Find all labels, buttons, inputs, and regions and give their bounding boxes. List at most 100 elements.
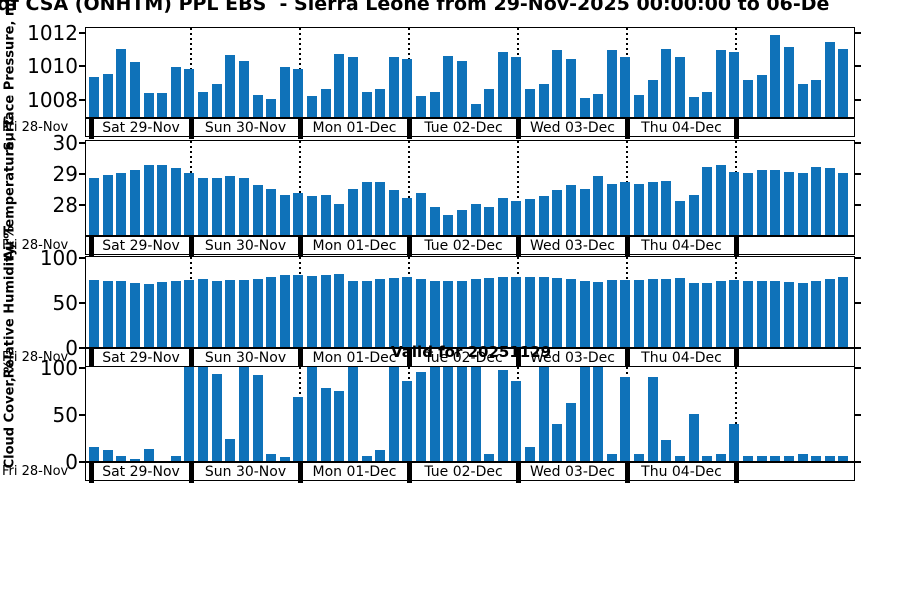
y-tick-mark-right <box>855 461 861 463</box>
day-label: Thu 04-Dec <box>641 463 722 480</box>
bar <box>170 456 181 461</box>
bar <box>783 47 794 117</box>
bar <box>525 89 536 117</box>
bar <box>743 456 754 461</box>
bar <box>443 215 454 235</box>
bar <box>538 277 549 347</box>
y-tick-mark-right <box>855 347 861 349</box>
bar <box>129 170 140 235</box>
bar <box>729 172 740 235</box>
day-axis-row: Sat 29-Nov Sun 30-Nov Mon 01-Dec Tue 02-Dec… <box>85 118 855 139</box>
y-tick-label: 100 <box>39 356 78 381</box>
bar <box>470 204 481 235</box>
bar <box>552 190 563 235</box>
bar <box>511 201 522 235</box>
bar <box>225 55 236 117</box>
day-boundary-tick <box>407 462 412 483</box>
day-boundary-tick <box>298 118 303 139</box>
bar <box>89 280 100 347</box>
bar <box>416 96 427 117</box>
day-boundary-tick <box>625 348 630 369</box>
bar <box>252 95 263 117</box>
bar <box>743 80 754 117</box>
bar <box>238 178 249 235</box>
bar <box>470 104 481 117</box>
bar <box>429 92 440 117</box>
bar <box>756 456 767 461</box>
day-boundary-tick <box>734 462 739 483</box>
bar <box>334 274 345 347</box>
bar <box>688 414 699 461</box>
bar <box>225 280 236 347</box>
bar <box>252 279 263 347</box>
bar <box>334 391 345 461</box>
bar <box>729 424 740 461</box>
day-label: Mon 01-Dec <box>312 119 397 136</box>
bar <box>484 207 495 235</box>
day-boundary-tick <box>189 118 194 139</box>
y-tick-label: 1012 <box>27 20 78 45</box>
bar <box>89 178 100 235</box>
bar <box>116 49 127 117</box>
bar <box>211 374 222 461</box>
y-tick-mark-left <box>79 31 85 34</box>
bar <box>307 196 318 235</box>
day-label: Wed 03-Dec <box>530 237 615 254</box>
day-label: Wed 03-Dec <box>530 463 615 480</box>
day-boundary-tick <box>516 348 521 369</box>
bar <box>783 172 794 235</box>
bar <box>361 456 372 461</box>
bar <box>811 281 822 347</box>
day-boundary-gridline <box>299 141 301 234</box>
bar <box>347 281 358 347</box>
day-boundary-tick <box>734 118 739 139</box>
bar <box>102 281 113 347</box>
bar <box>170 168 181 235</box>
day-label: Tue 02-Dec <box>424 237 503 254</box>
bar <box>702 167 713 235</box>
day-label: Wed 03-Dec <box>530 119 615 136</box>
bar <box>838 173 849 235</box>
bar <box>456 367 467 461</box>
bar <box>497 370 508 461</box>
bar <box>688 283 699 347</box>
bar <box>593 282 604 347</box>
bar <box>102 74 113 117</box>
bar <box>293 275 304 347</box>
bar <box>143 284 154 347</box>
day-boundary-tick <box>625 118 630 139</box>
bar <box>702 283 713 347</box>
bar <box>525 199 536 235</box>
bar <box>143 165 154 235</box>
bar <box>674 456 685 461</box>
bar <box>388 278 399 347</box>
bar <box>497 198 508 235</box>
bar <box>470 279 481 347</box>
cloud-cover-panel <box>85 366 855 462</box>
bar <box>375 182 386 235</box>
y-tick-label: 1010 <box>27 54 78 79</box>
day-boundary-tick <box>734 348 739 369</box>
bar <box>715 281 726 347</box>
day-label: Sun 30-Nov <box>204 349 287 366</box>
y-tick-mark-left <box>79 257 85 260</box>
y-tick-mark-right <box>855 31 861 34</box>
day-label: Tue 02-Dec <box>424 463 503 480</box>
bar <box>593 367 604 461</box>
bar <box>443 56 454 117</box>
day-boundary-tick <box>298 236 303 257</box>
bar <box>320 275 331 347</box>
bar <box>129 62 140 117</box>
y-tick-mark-right <box>855 367 861 370</box>
chart-title: qf CSA (ONHTM) PPL EBS - Sierra Leone fr… <box>0 0 830 15</box>
y-tick-mark-right <box>855 142 861 145</box>
bar <box>511 381 522 461</box>
y-tick-mark-right <box>855 302 861 305</box>
bar <box>538 84 549 117</box>
bar <box>266 99 277 117</box>
bar <box>593 176 604 235</box>
bar <box>634 280 645 347</box>
bar <box>756 170 767 235</box>
bar <box>770 281 781 347</box>
bar <box>538 196 549 235</box>
